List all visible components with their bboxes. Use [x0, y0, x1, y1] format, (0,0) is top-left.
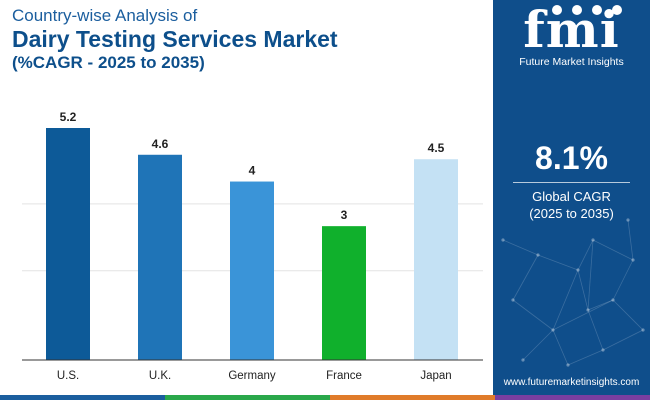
category-label: Japan	[420, 370, 451, 382]
category-label: France	[326, 370, 362, 382]
global-cagr-label: Global CAGR	[532, 189, 611, 204]
network-link	[552, 299, 614, 331]
logo-icons	[552, 5, 622, 15]
category-label: U.K.	[149, 370, 171, 382]
bar-chart: 5.2 U.S. 4.6 U.K. 4 Germany 3 France 4.5 Japan	[22, 110, 483, 382]
logo-mark: fmi	[523, 0, 620, 59]
network-node	[511, 298, 515, 302]
network-node	[551, 328, 555, 332]
gear-icon	[592, 5, 602, 15]
strip-segment	[0, 395, 165, 400]
side-panel: fmi Future Market Insights 8.1% Global C…	[493, 0, 650, 400]
global-cagr-period: (2025 to 2035)	[529, 206, 614, 221]
value-label: 4	[249, 164, 256, 178]
value-label: 4.5	[428, 141, 445, 155]
network-link	[602, 329, 644, 351]
network-node	[566, 363, 570, 367]
strip-segment	[165, 395, 330, 400]
network-link	[587, 309, 604, 351]
globe-icon	[612, 5, 622, 15]
bottom-color-strip	[0, 395, 650, 400]
network-node	[521, 358, 525, 362]
bar-u-s	[46, 128, 90, 360]
website-link[interactable]: www.futuremarketinsights.com	[503, 377, 640, 388]
network-node	[586, 308, 590, 312]
category-label: U.S.	[57, 370, 79, 382]
network-link	[577, 269, 589, 311]
bar-germany	[230, 181, 274, 360]
network-node	[601, 348, 605, 352]
network-node	[591, 238, 595, 242]
bar-japan	[414, 159, 458, 360]
bar-france	[322, 226, 366, 360]
bar-u-k	[138, 154, 182, 360]
network-link	[537, 254, 579, 271]
network-link	[552, 329, 569, 366]
divider	[513, 182, 630, 183]
network-link	[612, 259, 634, 301]
network-link	[587, 239, 594, 311]
brand-name: Future Market Insights	[519, 56, 624, 68]
network-node	[501, 238, 505, 242]
chart-title-line-1: Country-wise Analysis of	[12, 6, 198, 25]
category-label: Germany	[228, 370, 276, 382]
network-link	[577, 239, 594, 271]
chart-title-line-2: Dairy Testing Services Market	[12, 26, 338, 52]
network-node	[626, 218, 630, 222]
network-link	[512, 254, 539, 301]
network-node	[631, 258, 635, 262]
brand-logo: fmi Future Market Insights	[493, 0, 650, 69]
network-node	[611, 298, 615, 302]
value-label: 4.6	[152, 137, 169, 151]
network-node	[641, 328, 645, 332]
strip-segment	[330, 395, 495, 400]
value-label: 5.2	[60, 110, 77, 124]
network-link	[612, 299, 644, 331]
strip-segment	[495, 395, 650, 400]
food-icon	[552, 5, 562, 15]
global-cagr-value: 8.1%	[535, 140, 608, 176]
network-link	[587, 299, 614, 311]
network-link	[552, 269, 579, 331]
drop-icon	[572, 5, 582, 15]
network-link	[567, 349, 604, 366]
network-link	[522, 329, 554, 361]
value-label: 3	[341, 208, 348, 222]
network-node	[536, 253, 540, 257]
chart-subtitle: (%CAGR - 2025 to 2035)	[12, 53, 205, 72]
network-node	[576, 268, 580, 272]
network-link	[502, 239, 539, 256]
network-link	[627, 219, 634, 261]
network-link	[512, 299, 554, 331]
network-decoration	[501, 218, 645, 367]
network-link	[592, 239, 634, 261]
